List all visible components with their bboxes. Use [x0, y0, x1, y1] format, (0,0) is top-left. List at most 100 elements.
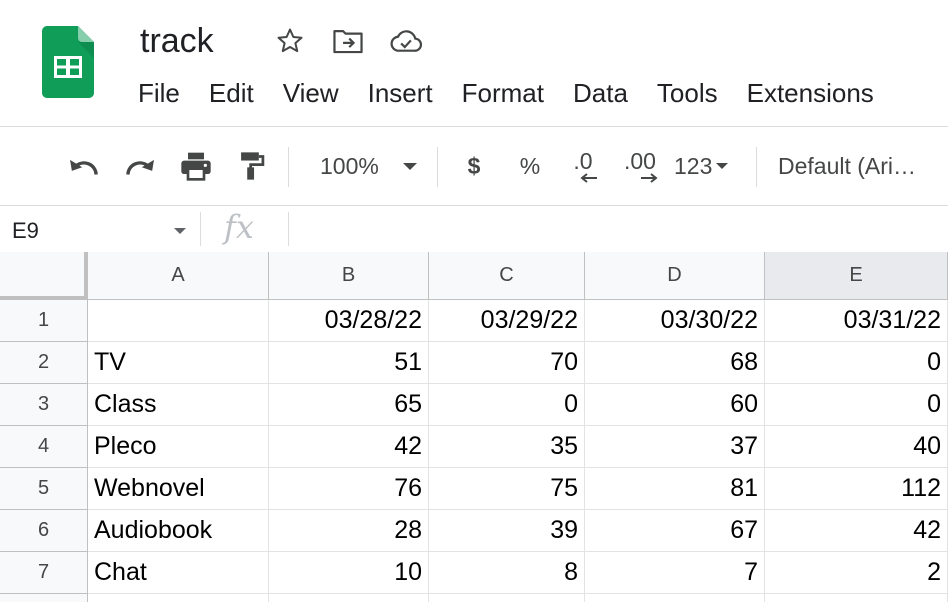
more-formats-button[interactable]: 123	[674, 149, 740, 183]
cell-d1[interactable]: 03/30/22	[585, 300, 765, 342]
cell-b6[interactable]: 28	[269, 510, 429, 552]
font-family-select[interactable]: Default (Ari…	[778, 152, 917, 179]
cell-dnext[interactable]	[585, 594, 765, 602]
cell-e5[interactable]: 112	[765, 468, 948, 510]
menu-data[interactable]: Data	[572, 78, 628, 108]
cell-d3[interactable]: 60	[585, 384, 765, 426]
cell-a7[interactable]: Chat	[88, 552, 269, 594]
header-divider	[0, 126, 948, 127]
cell-cnext[interactable]	[429, 594, 585, 602]
paint-format-icon[interactable]	[232, 149, 272, 183]
cell-e1[interactable]: 03/31/22	[765, 300, 948, 342]
formula-bar-divider	[200, 212, 201, 246]
menu-insert[interactable]: Insert	[367, 78, 433, 108]
increase-decimal-button[interactable]: .00	[618, 149, 662, 183]
cell-d6[interactable]: 67	[585, 510, 765, 552]
chevron-down-icon	[716, 163, 729, 169]
cell-c3[interactable]: 0	[429, 384, 585, 426]
print-icon[interactable]	[176, 149, 216, 183]
cell-b5[interactable]: 76	[269, 468, 429, 510]
zoom-value: 100%	[320, 152, 379, 179]
percent-format-button[interactable]: %	[519, 152, 541, 179]
menu-bar: File Edit View Insert Format Data Tools …	[138, 78, 903, 109]
column-header-a[interactable]: A	[88, 252, 269, 300]
row-header[interactable]: 6	[0, 510, 88, 552]
menu-tools[interactable]: Tools	[656, 78, 718, 108]
menu-file[interactable]: File	[138, 78, 180, 108]
star-icon[interactable]	[272, 26, 308, 56]
sheets-logo[interactable]	[42, 26, 94, 98]
menu-format[interactable]: Format	[461, 78, 544, 108]
row-header[interactable]: 5	[0, 468, 88, 510]
chevron-down-icon[interactable]	[174, 228, 186, 234]
column-header-e[interactable]: E	[765, 252, 948, 300]
cell-a3[interactable]: Class	[88, 384, 269, 426]
menu-edit[interactable]: Edit	[208, 78, 254, 108]
arrow-left-icon	[580, 173, 597, 183]
cell-b1[interactable]: 03/28/22	[269, 300, 429, 342]
cell-e6[interactable]: 42	[765, 510, 948, 552]
cell-e2[interactable]: 0	[765, 342, 948, 384]
cell-c4[interactable]: 35	[429, 426, 585, 468]
move-to-folder-icon[interactable]	[330, 26, 366, 56]
cell-anext[interactable]	[88, 594, 269, 602]
decrease-decimal-button[interactable]: .0	[564, 149, 602, 183]
toolbar-divider-bottom	[0, 205, 948, 206]
arrow-right-icon	[641, 173, 658, 183]
cell-enext[interactable]	[765, 594, 948, 602]
undo-icon[interactable]	[64, 149, 104, 183]
row-header[interactable]: 2	[0, 342, 88, 384]
cell-d5[interactable]: 81	[585, 468, 765, 510]
cell-b7[interactable]: 10	[269, 552, 429, 594]
column-header-d[interactable]: D	[585, 252, 765, 300]
row-header[interactable]: 3	[0, 384, 88, 426]
cell-b2[interactable]: 51	[269, 342, 429, 384]
cell-e4[interactable]: 40	[765, 426, 948, 468]
redo-icon[interactable]	[120, 149, 160, 183]
column-header-c[interactable]: C	[429, 252, 585, 300]
formula-bar-divider	[288, 212, 289, 246]
cell-e7[interactable]: 2	[765, 552, 948, 594]
menu-extensions[interactable]: Extensions	[746, 78, 874, 108]
row-header[interactable]: 1	[0, 300, 88, 342]
row-header[interactable]: 7	[0, 552, 88, 594]
cell-c5[interactable]: 75	[429, 468, 585, 510]
cell-c2[interactable]: 70	[429, 342, 585, 384]
cell-d7[interactable]: 7	[585, 552, 765, 594]
name-box-value: E9	[12, 218, 39, 243]
menu-view[interactable]: View	[282, 78, 339, 108]
cloud-saved-icon[interactable]	[388, 26, 424, 56]
sheet-grid: A B C D E 1 03/28/22 03/29/22 03/30/22 03/31/22 2 T…	[0, 252, 948, 602]
column-header-b[interactable]: B	[269, 252, 429, 300]
cell-a1[interactable]	[88, 300, 269, 342]
row-header[interactable]	[0, 594, 88, 602]
toolbar: 100% $ % .0 .00 123 Default (Ari…	[0, 127, 948, 205]
cell-b4[interactable]: 42	[269, 426, 429, 468]
cell-d2[interactable]: 68	[585, 342, 765, 384]
cell-a6[interactable]: Audiobook	[88, 510, 269, 552]
cell-c1[interactable]: 03/29/22	[429, 300, 585, 342]
toolbar-divider	[437, 147, 438, 187]
name-box[interactable]: E9	[0, 206, 200, 252]
row-header[interactable]: 4	[0, 426, 88, 468]
toolbar-divider	[756, 147, 757, 187]
select-all-corner[interactable]	[0, 252, 88, 300]
more-formats-label: 123	[674, 152, 713, 179]
cell-c6[interactable]: 39	[429, 510, 585, 552]
cell-a4[interactable]: Pleco	[88, 426, 269, 468]
cell-a5[interactable]: Webnovel	[88, 468, 269, 510]
cell-bnext[interactable]	[269, 594, 429, 602]
zoom-select[interactable]: 100%	[310, 149, 430, 183]
cell-b3[interactable]: 65	[269, 384, 429, 426]
cell-a2[interactable]: TV	[88, 342, 269, 384]
cell-e3[interactable]: 0	[765, 384, 948, 426]
cell-c7[interactable]: 8	[429, 552, 585, 594]
fx-icon: fx	[224, 208, 254, 246]
decrease-decimal-label: .0	[573, 148, 593, 174]
document-title[interactable]: track	[140, 22, 214, 60]
chevron-down-icon	[402, 162, 417, 170]
toolbar-divider	[288, 147, 289, 187]
cell-d4[interactable]: 37	[585, 426, 765, 468]
increase-decimal-label: .00	[624, 148, 656, 174]
currency-format-button[interactable]: $	[467, 152, 481, 179]
